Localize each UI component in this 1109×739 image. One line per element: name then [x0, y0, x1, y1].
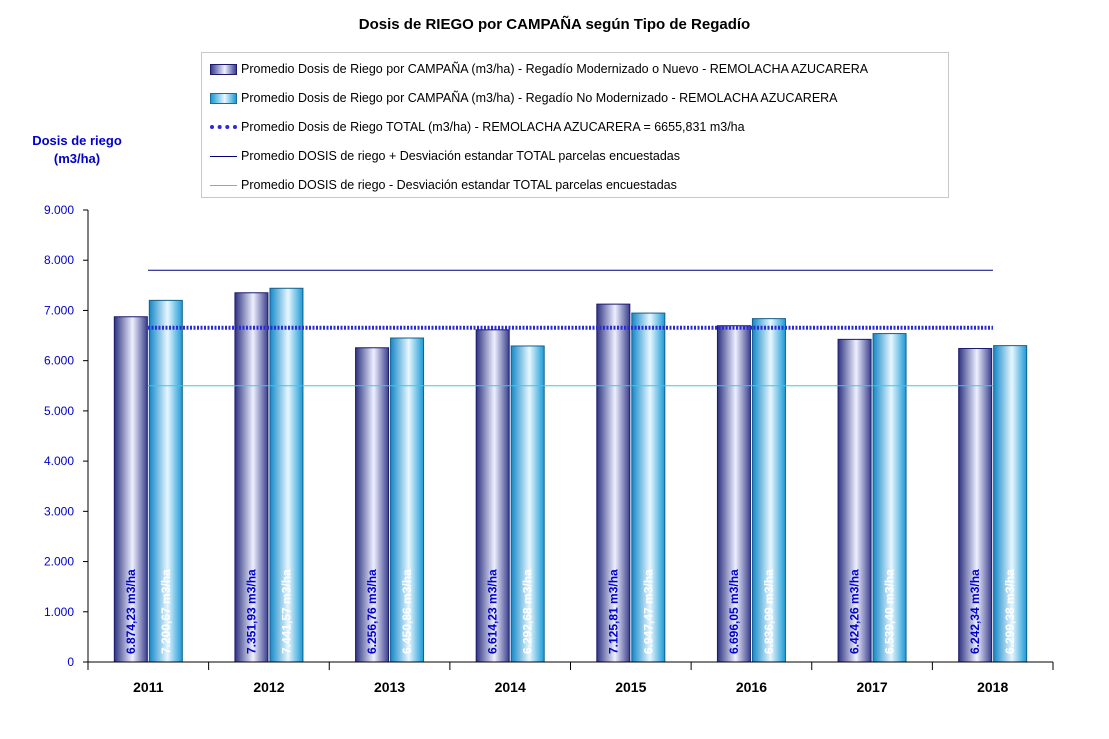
x-tick-label-2018: 2018: [977, 679, 1008, 695]
data-label-modernizado-2014: 6.614,23 m3/ha: [486, 569, 500, 654]
y-axis-label-line-1: Dosis de riego: [32, 133, 122, 148]
data-label-modernizado-2011: 6.874,23 m3/ha: [124, 569, 138, 654]
y-tick-label-2000: 2.000: [44, 555, 74, 569]
data-label-modernizado-2012: 7.351,93 m3/ha: [244, 569, 258, 654]
data-label-no-modernizado-2017: 6.539,40 m3/ha: [883, 569, 897, 654]
bar-no-modernizado-2015: [631, 312, 666, 663]
data-label-modernizado-2013: 6.256,76 m3/ha: [365, 569, 379, 654]
data-label-no-modernizado-2012: 7.441,57 m3/ha: [279, 569, 293, 654]
y-tick-label-3000: 3.000: [44, 504, 74, 518]
legend-swatch-no-modernizado: [210, 92, 237, 104]
bar-no-modernizado-2012: [269, 287, 304, 663]
chart-title: Dosis de RIEGO por CAMPAÑA según Tipo de…: [358, 16, 751, 33]
legend-label-no-modernizado: Promedio Dosis de Riego por CAMPAÑA (m3/…: [241, 91, 838, 105]
bar-modernizado-2017: [837, 338, 872, 663]
bar-modernizado-2015: [596, 303, 631, 663]
bar-modernizado-2014: [475, 329, 510, 663]
y-tick-label-7000: 7.000: [44, 303, 74, 317]
data-label-modernizado-2015: 7.125,81 m3/ha: [606, 569, 620, 654]
bar-no-modernizado-2018: [993, 345, 1028, 663]
x-tick-label-2012: 2012: [253, 679, 284, 695]
data-label-no-modernizado-2016: 6.836,99 m3/ha: [762, 569, 776, 654]
bar-no-modernizado-2016: [751, 318, 786, 663]
x-tick-label-2015: 2015: [615, 679, 646, 695]
x-tick-label-2014: 2014: [495, 679, 526, 695]
data-label-modernizado-2017: 6.424,26 m3/ha: [848, 569, 862, 654]
data-label-no-modernizado-2015: 6.947,47 m3/ha: [641, 569, 655, 654]
legend-item-no-modernizado: Promedio Dosis de Riego por CAMPAÑA (m3/…: [210, 88, 838, 108]
legend-swatch-modernizado: [210, 63, 237, 75]
x-tick-label-2017: 2017: [856, 679, 887, 695]
legend-swatch-minus-desviacion: [210, 184, 237, 186]
y-axis-label: Dosis de riego (m3/ha): [22, 132, 132, 168]
bar-no-modernizado-2013: [390, 337, 425, 663]
data-label-no-modernizado-2014: 6.292,68 m3/ha: [521, 569, 535, 654]
bar-modernizado-2018: [958, 347, 993, 663]
y-tick-label-9000: 9.000: [44, 203, 74, 217]
x-tick-label-2011: 2011: [133, 679, 164, 695]
legend: Promedio Dosis de Riego por CAMPAÑA (m3/…: [201, 52, 949, 198]
bar-no-modernizado-2017: [872, 333, 907, 663]
legend-label-minus-desviacion: Promedio DOSIS de riego - Desviación est…: [241, 178, 677, 192]
legend-item-total: Promedio Dosis de Riego TOTAL (m3/ha) - …: [210, 117, 745, 137]
legend-swatch-total: [210, 125, 237, 129]
bar-modernizado-2016: [716, 325, 751, 663]
y-axis-label-line-2: (m3/ha): [53, 151, 101, 166]
legend-label-total: Promedio Dosis de Riego TOTAL (m3/ha) - …: [241, 120, 745, 134]
legend-swatch-plus-desviacion: [210, 155, 237, 157]
data-label-no-modernizado-2013: 6.450,86 m3/ha: [400, 569, 414, 654]
bar-modernizado-2013: [355, 347, 390, 663]
legend-item-minus-desviacion: Promedio DOSIS de riego - Desviación est…: [210, 175, 677, 195]
bar-modernizado-2012: [234, 292, 269, 663]
x-tick-label-2013: 2013: [374, 679, 405, 695]
y-tick-label-0: 0: [67, 655, 74, 669]
y-tick-label-4000: 4.000: [44, 454, 74, 468]
bar-no-modernizado-2014: [510, 345, 545, 663]
data-label-modernizado-2018: 6.242,34 m3/ha: [968, 569, 982, 654]
data-label-no-modernizado-2011: 7.200,67 m3/ha: [159, 569, 173, 654]
legend-item-modernizado: Promedio Dosis de Riego por CAMPAÑA (m3/…: [210, 59, 868, 79]
legend-label-modernizado: Promedio Dosis de Riego por CAMPAÑA (m3/…: [241, 62, 869, 76]
y-tick-label-8000: 8.000: [44, 253, 74, 267]
y-tick-label-6000: 6.000: [44, 354, 74, 368]
y-tick-label-5000: 5.000: [44, 404, 74, 418]
y-tick-label-1000: 1.000: [44, 605, 74, 619]
legend-item-plus-desviacion: Promedio DOSIS de riego + Desviación est…: [210, 146, 680, 166]
data-label-modernizado-2016: 6.696,05 m3/ha: [727, 569, 741, 654]
legend-label-plus-desviacion: Promedio DOSIS de riego + Desviación est…: [241, 149, 681, 163]
data-label-no-modernizado-2018: 6.299,38 m3/ha: [1003, 569, 1017, 654]
x-tick-label-2016: 2016: [736, 679, 767, 695]
